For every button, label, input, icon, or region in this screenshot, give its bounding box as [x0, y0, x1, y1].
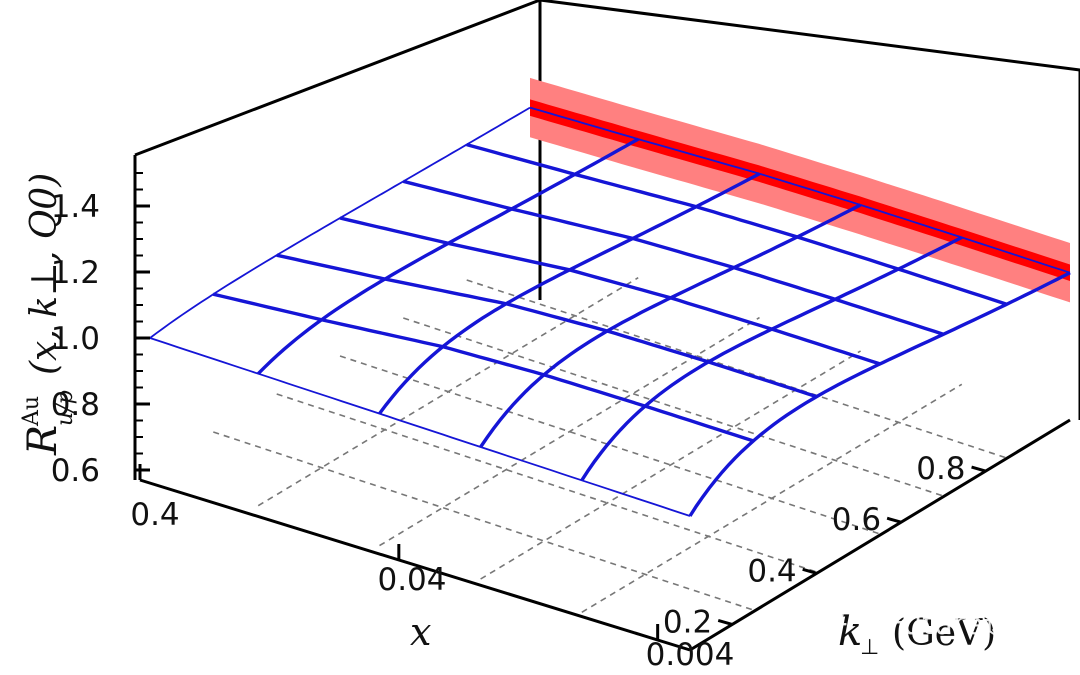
- z-tick-label-1: 0.8: [51, 387, 100, 423]
- svg-text:⊥: ⊥: [860, 635, 879, 660]
- surface-line-k-6: [529, 106, 1071, 274]
- svg-text:k: k: [838, 609, 862, 655]
- floor-grid-line-k-1: [276, 393, 817, 573]
- surface-line-k-4: [402, 179, 944, 336]
- svg-text:R: R: [20, 425, 66, 456]
- floor-grid-line-k-3: [403, 317, 944, 497]
- y-axis-title: k ⊥ (GeV): [838, 609, 996, 660]
- uncertainty-band: [530, 77, 1070, 303]
- svg-text:x: x: [410, 610, 431, 654]
- watermark-text: 知乎 @Future远见: [788, 607, 1043, 642]
- floor-grid-line-k-0: [213, 431, 754, 611]
- surface-mesh: [149, 106, 1071, 517]
- floor-grid-line-x-2: [480, 350, 862, 580]
- plot-frame: [133, 0, 1080, 652]
- surface-line-x-3: [479, 203, 862, 448]
- floor-grid-line-x-1: [379, 316, 760, 547]
- floor-grid-line-k-2: [339, 355, 881, 535]
- surface-line-k-2: [276, 253, 818, 399]
- surface-line-x-0: [149, 106, 531, 339]
- x-tick-label-0: 0.4: [130, 497, 179, 533]
- x-tick-label-2: 0.004: [646, 637, 735, 673]
- surface-line-k-0: [149, 337, 691, 517]
- k-tick-label-0: 0.2: [663, 604, 712, 640]
- x-tick-label-1: 0.04: [377, 562, 446, 598]
- surface-line-x-5: [688, 271, 1071, 517]
- svg-text:u/p: u/p: [53, 390, 78, 426]
- surface-line-k-3: [339, 216, 881, 366]
- floor-grid-line-k-4: [466, 279, 1007, 459]
- floor-grid-line-x-0: [257, 277, 639, 507]
- k-tick-1: [802, 567, 818, 575]
- z-tick-label-0: 0.6: [51, 453, 100, 489]
- svg-text:(x, k⊥, Q0): (x, k⊥, Q0): [24, 173, 65, 375]
- k-tick-label-2: 0.6: [832, 502, 881, 538]
- surface-line-k-1: [212, 292, 754, 443]
- z-tick-label-2: 1.0: [51, 321, 100, 357]
- k-tick-label-1: 0.4: [747, 553, 796, 589]
- svg-text:Au: Au: [19, 396, 44, 427]
- band-inner: [530, 99, 1070, 282]
- surface-line-x-4: [580, 235, 963, 482]
- k-tick-0: [717, 619, 733, 626]
- surface-line-k-5: [466, 142, 1008, 306]
- floor-grid-line-x-3: [581, 383, 963, 613]
- k-tick-label-3: 0.8: [916, 451, 965, 487]
- k-tick-2: [886, 516, 902, 524]
- z-axis-title: R Au u/p (x, k⊥, Q0): [19, 173, 78, 456]
- svg-text:(GeV): (GeV): [892, 613, 996, 654]
- z-tick-label-4: 1.4: [51, 189, 100, 225]
- z-tick-label-3: 1.2: [51, 255, 100, 291]
- k-tick-3: [971, 465, 986, 473]
- floor-grid: [213, 277, 1007, 613]
- x-axis-title: x: [410, 610, 431, 654]
